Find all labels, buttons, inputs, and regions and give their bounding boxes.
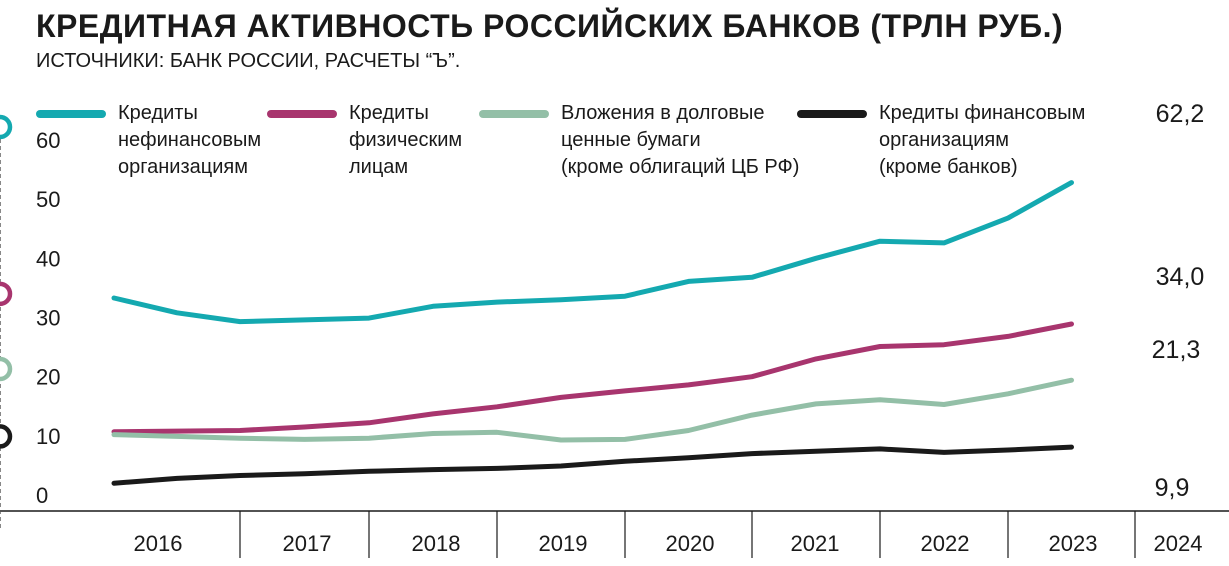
end-value-label: 34,0: [1156, 263, 1205, 291]
legend-label: Кредиты: [349, 102, 429, 124]
x-tick-label: 2019: [539, 531, 588, 556]
legend-label: (кроме облигаций ЦБ РФ): [561, 156, 799, 178]
y-tick-label: 30: [36, 306, 60, 331]
end-value-label: 21,3: [1152, 336, 1201, 364]
y-tick-label: 40: [36, 246, 60, 271]
end-value-label: 62,2: [1156, 100, 1205, 128]
x-tick-label: 2021: [791, 531, 840, 556]
x-tick-label: 2020: [666, 531, 715, 556]
end-point-marker: [0, 114, 13, 140]
legend-label: лицам: [349, 156, 408, 178]
x-tick-label: 2018: [412, 531, 461, 556]
legend-label: Кредиты финансовым: [879, 102, 1085, 124]
legend-label: физическим: [349, 129, 462, 151]
end-value-label: 9,9: [1155, 474, 1190, 502]
end-point-marker: [0, 281, 13, 307]
y-tick-label: 10: [36, 424, 60, 449]
x-tick-label: 2023: [1049, 531, 1098, 556]
x-tick-label: 2024: [1154, 531, 1203, 556]
y-tick-label: 20: [36, 365, 60, 390]
x-tick-label: 2022: [921, 531, 970, 556]
y-tick-label: 60: [36, 128, 60, 153]
y-tick-label: 50: [36, 187, 60, 212]
legend-label: Кредиты: [118, 102, 198, 124]
end-point-marker: [0, 356, 13, 382]
x-tick-label: 2017: [283, 531, 332, 556]
chart-subtitle: ИСТОЧНИКИ: БАНК РОССИИ, РАСЧЕТЫ “Ъ”.: [36, 50, 461, 72]
series-line-3: [111, 377, 1074, 443]
series-line-4: [111, 444, 1074, 486]
legend-label: (кроме банков): [879, 156, 1018, 178]
legend-label: нефинансовым: [118, 129, 261, 151]
legend-label: Вложения в долговые: [561, 102, 765, 124]
series-line-2: [111, 321, 1074, 435]
legend-label: организациям: [118, 156, 248, 178]
date-annotation: 01.02: [0, 0, 24, 5]
end-point-marker: [0, 424, 13, 449]
legend-label: организациям: [879, 129, 1009, 151]
y-tick-label: 0: [36, 483, 48, 508]
x-tick-label: 2016: [134, 531, 183, 556]
legend-label: ценные бумаги: [561, 129, 701, 151]
series-line-1: [111, 180, 1074, 325]
chart-title: КРЕДИТНАЯ АКТИВНОСТЬ РОССИЙСКИХ БАНКОВ (…: [36, 8, 1064, 44]
